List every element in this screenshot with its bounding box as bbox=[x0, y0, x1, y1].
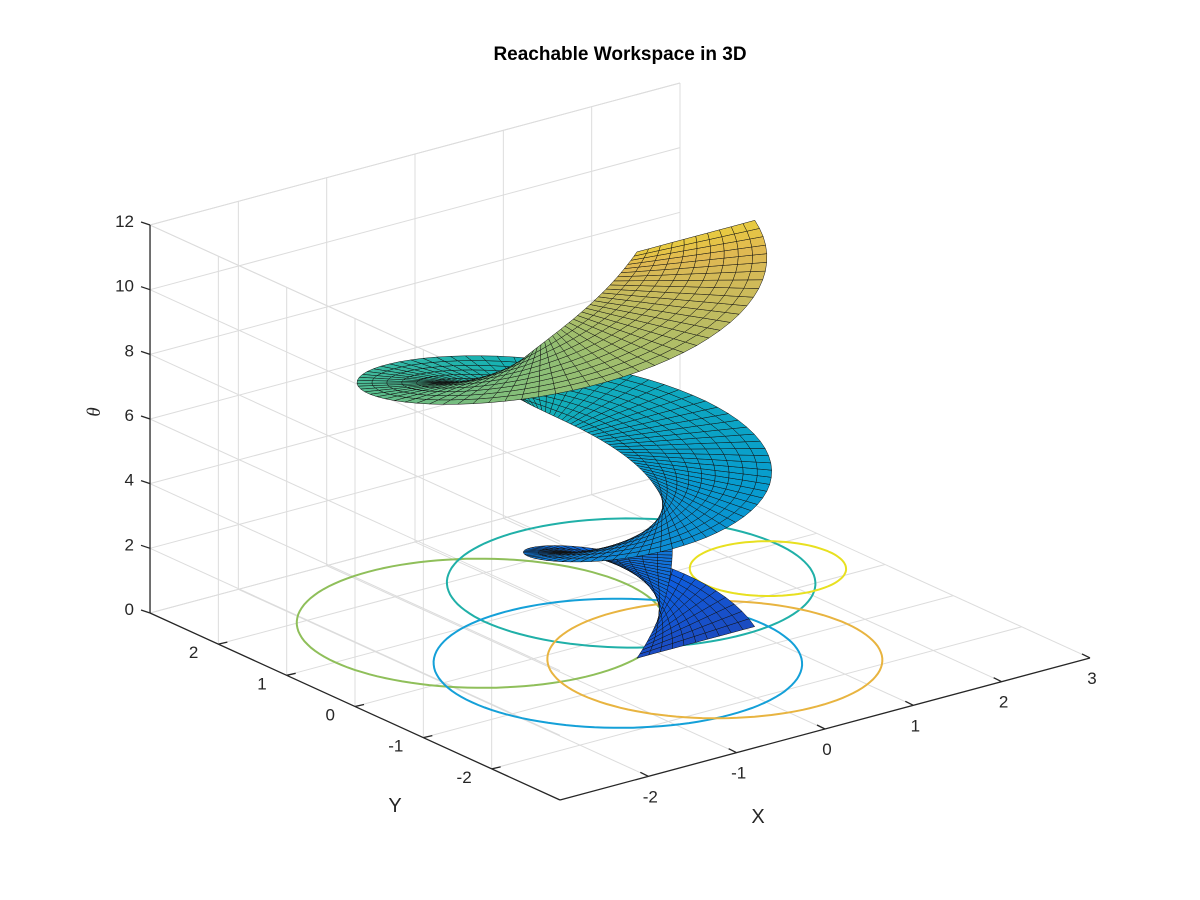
z-tick-mark bbox=[140, 480, 151, 485]
axes-lines bbox=[140, 221, 1091, 801]
surface-patch bbox=[735, 263, 753, 273]
z-tick-label: 4 bbox=[125, 471, 134, 490]
projected-curve bbox=[432, 597, 804, 729]
y-tick-label: 1 bbox=[257, 674, 266, 693]
surface-patch bbox=[742, 220, 760, 232]
surface-patch bbox=[750, 262, 767, 272]
x-tick-mark bbox=[905, 700, 914, 706]
surface-patch bbox=[657, 554, 673, 559]
surface-patch bbox=[753, 455, 772, 464]
x-tick-label: 1 bbox=[911, 716, 920, 735]
x-tick-mark bbox=[640, 771, 649, 777]
z-tick-mark bbox=[140, 350, 151, 355]
z-tick-mark bbox=[140, 286, 151, 291]
y-tick-label: -2 bbox=[457, 768, 472, 787]
chart-title: Reachable Workspace in 3D bbox=[493, 44, 746, 65]
surface-patch bbox=[755, 461, 772, 471]
y-tick-mark bbox=[423, 735, 433, 739]
surface-patch bbox=[720, 264, 738, 274]
x-tick-mark bbox=[816, 724, 826, 730]
grid-line bbox=[149, 82, 681, 226]
x-tick-mark bbox=[993, 677, 1002, 683]
grid-line bbox=[149, 470, 681, 614]
z-tick-label: 10 bbox=[115, 277, 134, 296]
x-axis-label: X bbox=[751, 806, 764, 828]
surface-patch bbox=[747, 270, 766, 281]
z-tick-label: 8 bbox=[125, 341, 134, 360]
y-tick-mark bbox=[286, 672, 296, 676]
surface-patch bbox=[726, 460, 744, 468]
z-tick-mark bbox=[140, 221, 151, 226]
z-tick-mark bbox=[140, 415, 151, 420]
x-tick-label: 0 bbox=[822, 740, 831, 759]
y-tick-label: 2 bbox=[189, 643, 198, 662]
surface-patch bbox=[356, 380, 373, 384]
x-tick-label: 3 bbox=[1087, 669, 1096, 688]
surface-patch bbox=[741, 461, 758, 470]
z-tick-mark bbox=[140, 544, 151, 549]
z-axis-label: θ bbox=[84, 407, 105, 416]
workspace-surface bbox=[356, 220, 772, 659]
y-tick-mark bbox=[491, 766, 501, 770]
projected-curve bbox=[445, 517, 817, 649]
grid-line bbox=[286, 532, 817, 676]
surface-patch bbox=[371, 380, 388, 384]
x-tick-label: -2 bbox=[643, 787, 658, 806]
y-tick-label: -1 bbox=[388, 737, 403, 756]
x-tick-mark bbox=[1081, 653, 1091, 659]
z-tick-mark bbox=[140, 609, 151, 614]
z-tick-label: 6 bbox=[125, 406, 134, 425]
x-tick-mark bbox=[728, 748, 737, 754]
y-axis-label: Y bbox=[388, 795, 401, 817]
grid-line bbox=[423, 595, 954, 739]
x-tick-label: -1 bbox=[731, 764, 746, 783]
y-tick-mark bbox=[354, 703, 365, 708]
y-tick-mark bbox=[218, 641, 228, 645]
z-tick-label: 12 bbox=[115, 212, 134, 231]
x-tick-label: 2 bbox=[999, 693, 1008, 712]
y-tick-label: 0 bbox=[326, 705, 335, 724]
grid-line bbox=[491, 626, 1022, 770]
z-tick-label: 0 bbox=[125, 600, 134, 619]
z-tick-label: 2 bbox=[125, 535, 134, 554]
